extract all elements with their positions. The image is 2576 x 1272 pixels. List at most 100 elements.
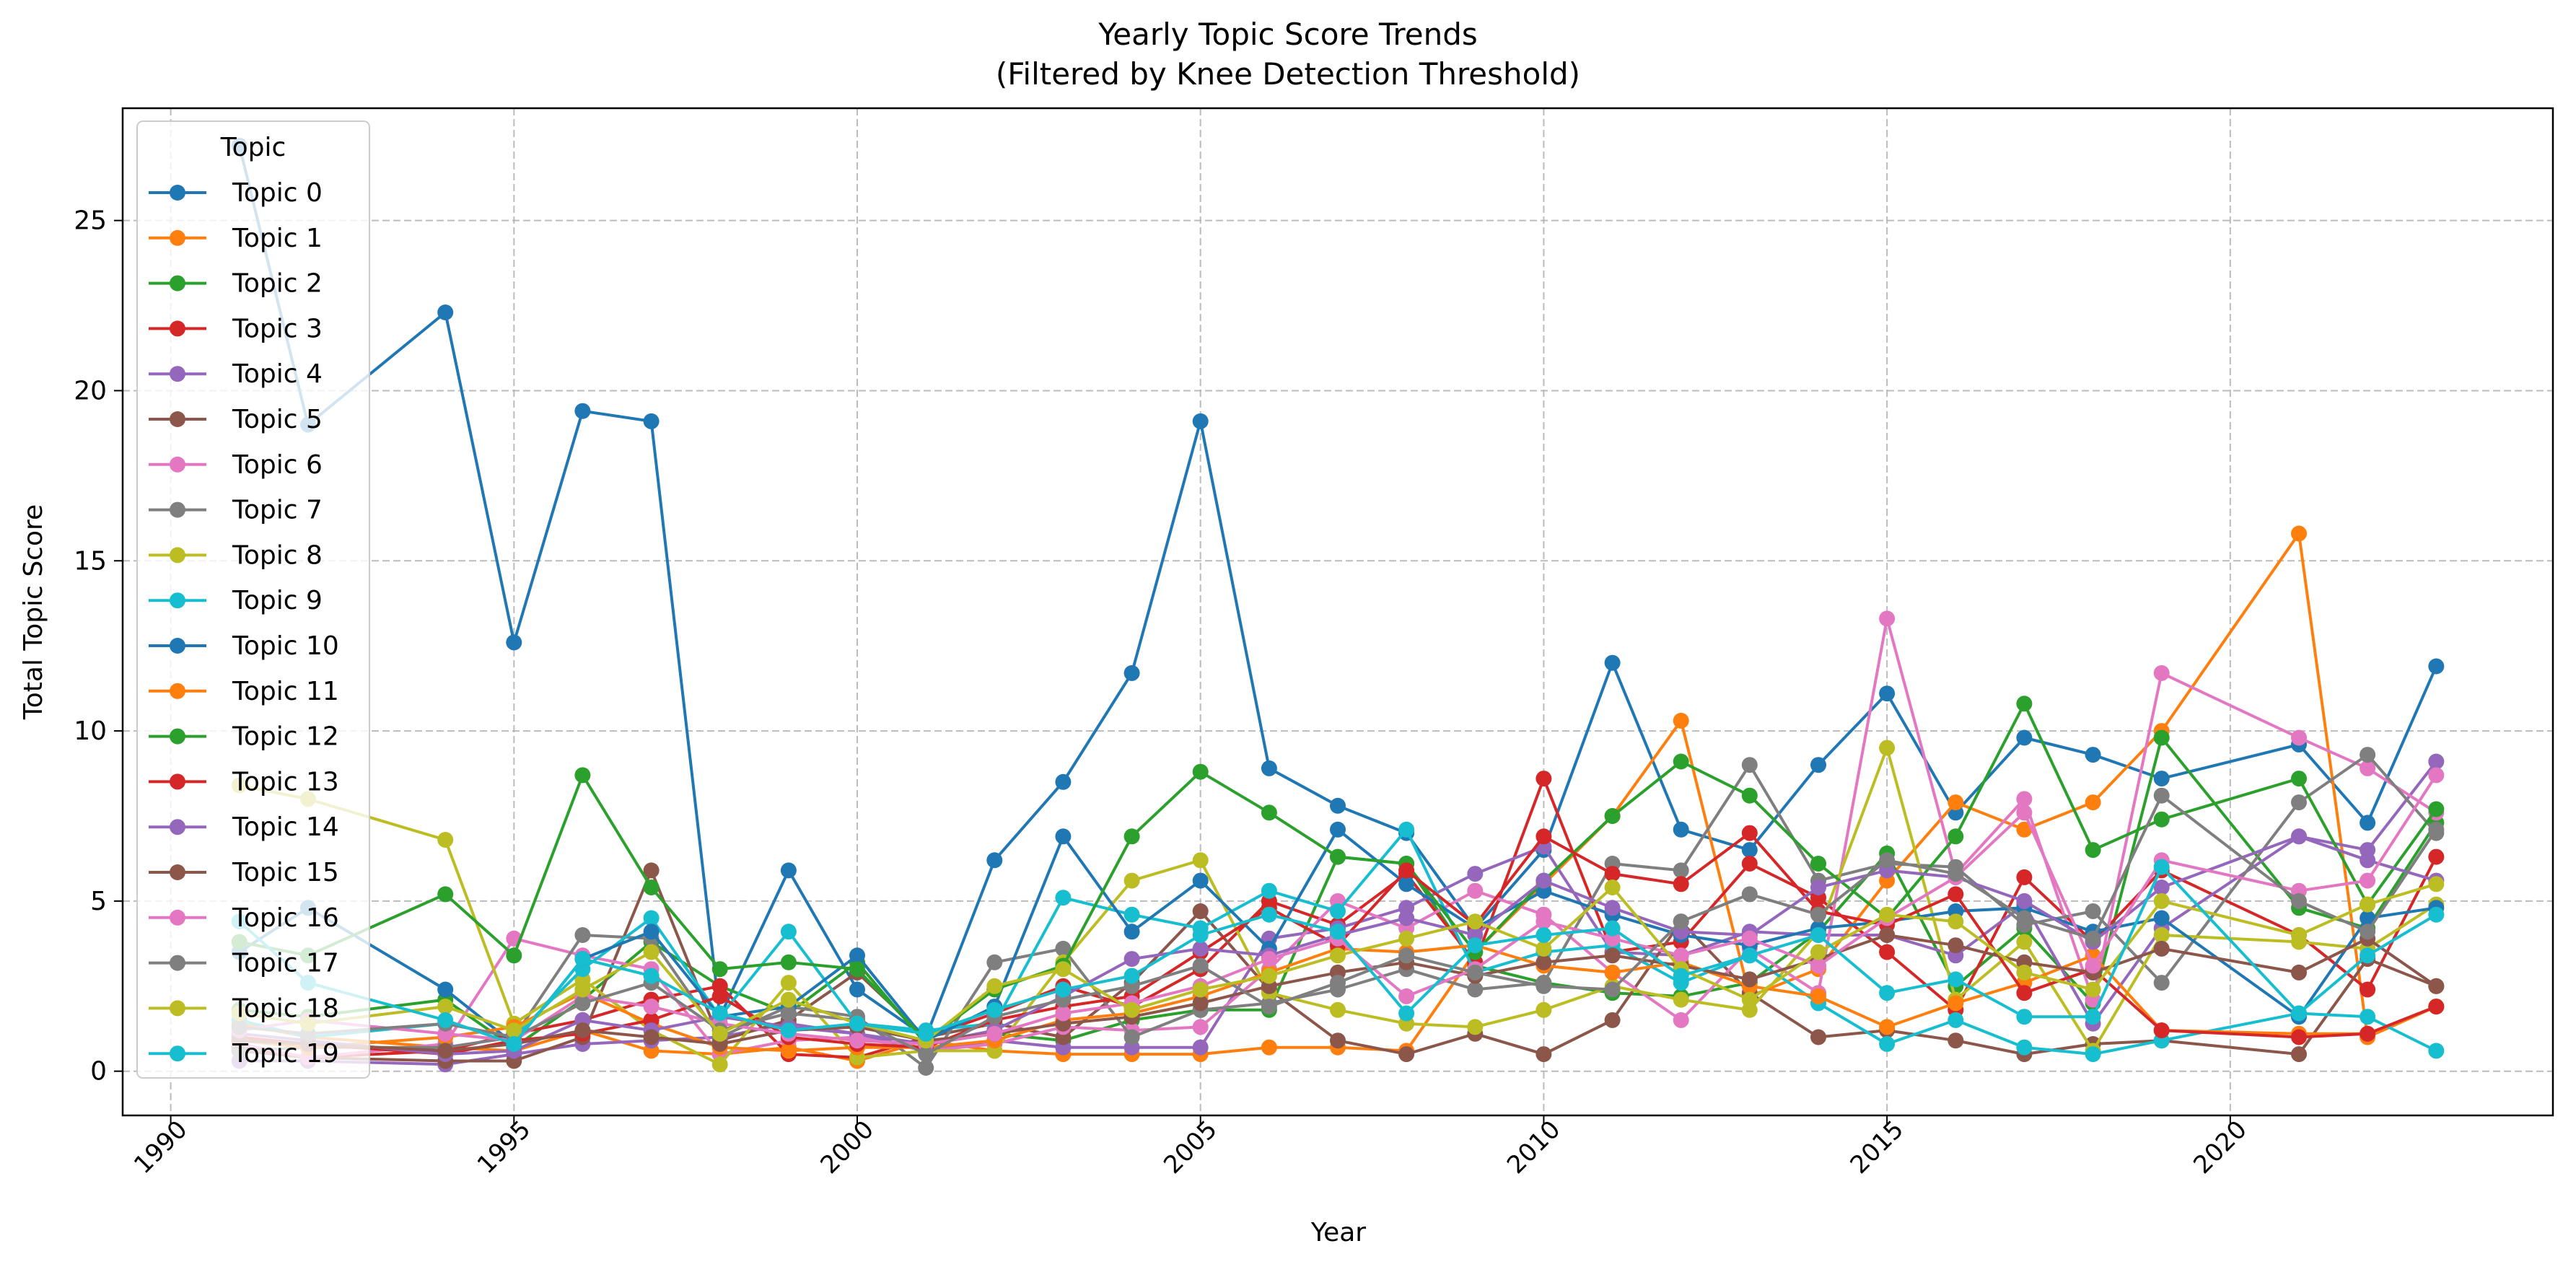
legend-marker	[170, 638, 185, 654]
data-point-topic-16	[1398, 988, 1414, 1004]
data-point-topic-18	[2154, 893, 2170, 909]
data-point-topic-8	[1124, 873, 1140, 889]
data-point-topic-19	[781, 1022, 797, 1038]
data-point-topic-16	[1535, 913, 1551, 929]
legend-marker	[170, 1045, 185, 1061]
data-point-topic-0	[2016, 730, 2032, 746]
data-point-topic-0	[574, 403, 590, 419]
data-point-topic-5	[1330, 1032, 1346, 1048]
data-point-topic-5	[1948, 1032, 1963, 1048]
data-point-topic-19	[1535, 927, 1551, 943]
data-point-topic-14	[1535, 873, 1551, 889]
data-point-topic-0	[437, 304, 453, 320]
data-point-topic-17	[1193, 958, 1209, 974]
legend-marker	[170, 276, 185, 291]
data-point-topic-11	[1810, 988, 1826, 1004]
data-point-topic-19	[2291, 1006, 2307, 1022]
data-point-topic-14	[1605, 900, 1621, 916]
data-point-topic-0	[2360, 815, 2375, 830]
data-point-topic-13	[1948, 886, 1963, 902]
data-point-topic-3	[2360, 982, 2375, 998]
data-point-topic-4	[1193, 1040, 1209, 1056]
data-point-topic-18	[781, 992, 797, 1008]
legend-marker	[170, 411, 185, 427]
data-point-topic-6	[2291, 730, 2307, 746]
data-point-topic-16	[1810, 958, 1826, 974]
data-point-topic-6	[1467, 883, 1483, 899]
data-point-topic-0	[1330, 798, 1346, 814]
data-point-topic-12	[1124, 828, 1140, 844]
legend-marker	[170, 230, 185, 246]
data-point-topic-10	[437, 982, 453, 998]
data-point-topic-17	[2360, 924, 2375, 939]
data-point-topic-12	[712, 961, 728, 977]
data-point-topic-18	[1261, 968, 1277, 984]
y-tick-label: 5	[90, 887, 107, 916]
data-point-topic-12	[437, 886, 453, 902]
data-point-topic-18	[1605, 880, 1621, 895]
data-point-topic-17	[781, 1006, 797, 1022]
data-point-topic-15	[1948, 937, 1963, 953]
data-point-topic-17	[1330, 975, 1346, 991]
chart-title: Yearly Topic Score Trends	[1098, 17, 1478, 52]
data-point-topic-0	[506, 634, 522, 650]
data-point-topic-10	[849, 947, 865, 963]
data-point-topic-10	[644, 924, 660, 939]
data-point-topic-7	[986, 955, 1002, 970]
data-point-topic-13	[1535, 828, 1551, 844]
legend-marker	[170, 185, 185, 201]
data-point-topic-9	[781, 924, 797, 939]
data-point-topic-18	[437, 999, 453, 1014]
data-point-topic-12	[644, 880, 660, 895]
data-point-topic-2	[2154, 730, 2170, 746]
data-point-topic-19	[574, 951, 590, 967]
data-point-topic-17	[1535, 978, 1551, 994]
data-point-topic-15	[1535, 955, 1551, 970]
data-point-topic-13	[1673, 876, 1689, 892]
data-point-topic-12	[781, 955, 797, 970]
data-point-topic-8	[1535, 1002, 1551, 1018]
data-point-topic-17	[2291, 893, 2307, 909]
data-point-topic-16	[849, 1032, 865, 1048]
data-point-topic-19	[1673, 968, 1689, 984]
legend-marker	[170, 1000, 185, 1016]
data-point-topic-8	[2016, 934, 2032, 950]
data-point-topic-1	[2291, 526, 2307, 542]
data-point-topic-19	[1879, 985, 1895, 1001]
data-point-topic-6	[2154, 665, 2170, 681]
legend: Topic Topic 0Topic 1Topic 2Topic 3Topic …	[137, 121, 369, 1078]
data-point-topic-13	[1742, 825, 1758, 841]
data-point-topic-13	[2291, 1030, 2307, 1045]
data-point-topic-15	[437, 1043, 453, 1058]
data-point-topic-7	[1467, 982, 1483, 998]
data-point-topic-13	[2154, 1022, 2170, 1038]
data-point-topic-9	[1124, 907, 1140, 923]
data-point-topic-14	[1124, 951, 1140, 967]
data-point-topic-19	[1467, 937, 1483, 953]
legend-marker	[170, 547, 185, 563]
data-point-topic-19	[1398, 1006, 1414, 1022]
data-point-topic-17	[2154, 788, 2170, 804]
data-point-topic-9	[1398, 822, 1414, 838]
data-point-topic-4	[1467, 866, 1483, 882]
data-point-topic-9	[2085, 1046, 2101, 1062]
data-point-topic-19	[644, 968, 660, 984]
data-point-topic-12	[1673, 754, 1689, 770]
data-point-topic-12	[849, 961, 865, 977]
data-point-topic-12	[1193, 764, 1209, 780]
data-point-topic-18	[2085, 982, 2101, 998]
data-point-topic-0	[1193, 413, 1209, 429]
y-tick-label: 0	[90, 1057, 107, 1087]
data-point-topic-18	[1398, 931, 1414, 947]
data-point-topic-15	[2428, 978, 2444, 994]
data-point-topic-9	[644, 911, 660, 926]
legend-marker	[170, 457, 185, 473]
data-point-topic-7	[574, 927, 590, 943]
data-point-topic-12	[1330, 849, 1346, 865]
data-point-topic-7	[2360, 747, 2375, 763]
legend-marker	[170, 773, 185, 789]
legend-label: Topic 5	[232, 405, 323, 434]
data-point-topic-16	[644, 999, 660, 1014]
data-point-topic-19	[2085, 1009, 2101, 1025]
